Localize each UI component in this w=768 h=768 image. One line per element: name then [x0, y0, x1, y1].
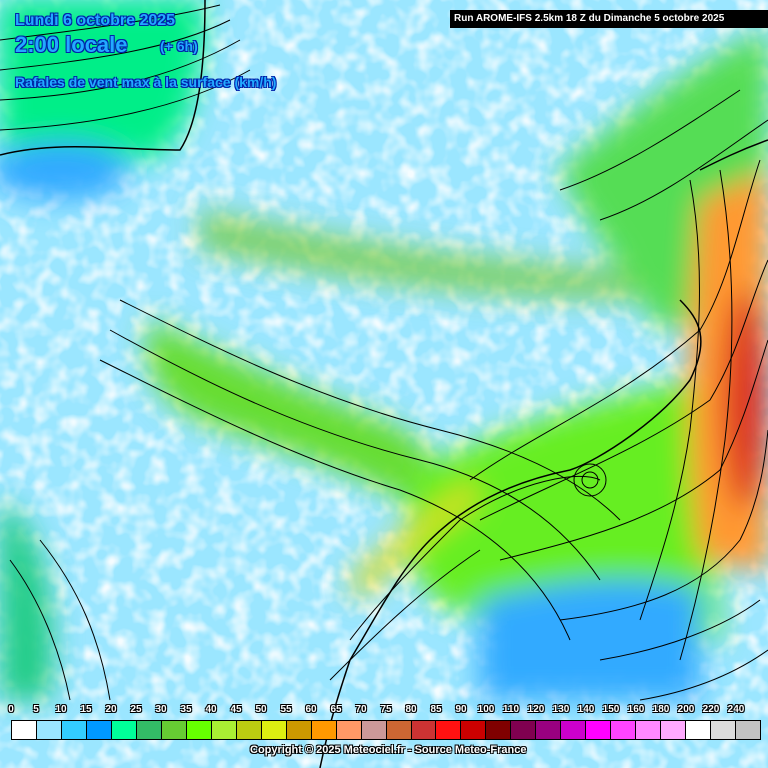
southwest-green-zone [0, 500, 53, 700]
legend-swatch [86, 721, 112, 739]
legend-label: 20 [105, 704, 117, 715]
legend-label: 15 [80, 704, 92, 715]
legend-swatch [61, 721, 87, 739]
legend-label: 85 [430, 704, 442, 715]
legend-swatch [386, 721, 412, 739]
legend-swatch [336, 721, 362, 739]
wind-zones [0, 0, 768, 700]
legend-swatch [111, 721, 137, 739]
legend-label: 60 [305, 704, 317, 715]
legend-label: 55 [280, 704, 292, 715]
forecast-time: 2:00 locale [15, 32, 128, 57]
legend-label: 45 [230, 704, 242, 715]
legend-swatch [211, 721, 237, 739]
yellow-core [350, 480, 480, 600]
legend-swatch [636, 721, 662, 739]
model-run-banner: Run AROME-IFS 2.5km 18 Z du Dimanche 5 o… [450, 10, 768, 28]
legend-swatch [561, 721, 587, 739]
channel-sea-zone [0, 0, 205, 160]
streamlines [0, 4, 768, 701]
southeast-gust-zone [408, 380, 720, 644]
legend-label: 75 [380, 704, 392, 715]
color-legend [11, 720, 761, 740]
legend-label: 5 [33, 704, 39, 715]
legend-swatch [361, 721, 387, 739]
legend-label: 150 [602, 704, 620, 715]
legend-label: 65 [330, 704, 342, 715]
parameter-title: Rafales de vent max à la surface (km/h) [15, 74, 277, 90]
storm-core [722, 290, 768, 510]
legend-label: 35 [180, 704, 192, 715]
legend-swatch [586, 721, 612, 739]
copyright-text: Copyright © 2025 Meteociel.fr - Source M… [250, 744, 527, 756]
legend-swatch [311, 721, 337, 739]
forecast-date: Lundi 6 octobre 2025 [15, 12, 176, 29]
legend-label: 200 [677, 704, 695, 715]
legend-label: 110 [502, 704, 520, 715]
legend-label: 240 [727, 704, 745, 715]
legend-swatch [736, 721, 761, 739]
legend-label: 80 [405, 704, 417, 715]
legend-swatch [286, 721, 312, 739]
legend-labels: 0 5 10 15 20 25 30 35 40 45 50 55 60 65 70 75 80 85 90 100 1… [0, 704, 768, 718]
legend-label: 180 [652, 704, 670, 715]
legend-label: 90 [455, 704, 467, 715]
legend-label: 10 [55, 704, 67, 715]
southern-sea-zone [480, 579, 700, 700]
legend-label: 120 [527, 704, 545, 715]
legend-swatch [486, 721, 512, 739]
legend-swatch [536, 721, 562, 739]
legend-label: 220 [702, 704, 720, 715]
legend-swatch [186, 721, 212, 739]
blue-zone-nw [0, 140, 130, 200]
legend-swatch [36, 721, 62, 739]
legend-label: 160 [627, 704, 645, 715]
forecast-offset: (+ 6h) [160, 38, 198, 54]
legend-swatch [436, 721, 462, 739]
legend-label: 50 [255, 704, 267, 715]
legend-label: 140 [577, 704, 595, 715]
legend-label: 70 [355, 704, 367, 715]
legend-swatch [161, 721, 187, 739]
legend-label: 25 [130, 704, 142, 715]
north-gust-band [200, 210, 640, 300]
legend-label: 100 [477, 704, 495, 715]
legend-label: 130 [552, 704, 570, 715]
legend-swatch [136, 721, 162, 739]
legend-swatch [261, 721, 287, 739]
diagonal-gust-band [147, 320, 435, 510]
legend-swatch [686, 721, 712, 739]
legend-swatch [511, 721, 537, 739]
legend-swatch [461, 721, 487, 739]
legend-swatch [236, 721, 262, 739]
legend-swatch [711, 721, 737, 739]
legend-swatch [661, 721, 687, 739]
legend-label: 40 [205, 704, 217, 715]
legend-swatch [411, 721, 437, 739]
legend-swatch [611, 721, 637, 739]
legend-swatch [12, 721, 37, 739]
legend-label: 30 [155, 704, 167, 715]
legend-label: 0 [8, 704, 14, 715]
